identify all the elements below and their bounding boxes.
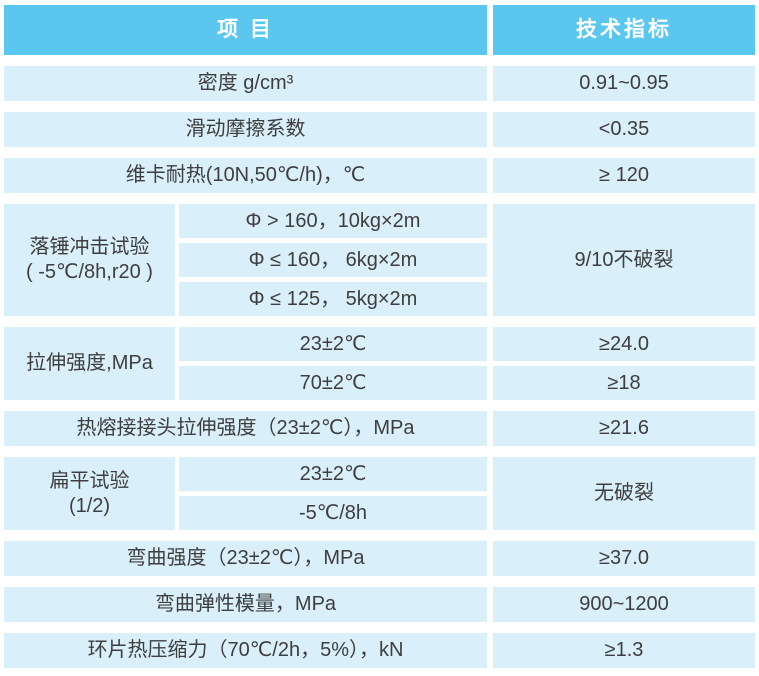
table-row: 密度 g/cm³ 0.91~0.95 [4, 66, 755, 101]
group-label-line: (1/2) [68, 494, 111, 517]
condition-label: -5℃/8h [298, 501, 368, 524]
condition-cells: 23±2℃ -5℃/8h [179, 457, 487, 530]
condition-cell: -5℃/8h [179, 496, 487, 530]
group-label-line: 落锤冲击试验 [29, 236, 150, 258]
condition-cells: 23±2℃ 70±2℃ [179, 327, 487, 400]
item-label: 弯曲强度（23±2℃），MPa [126, 547, 365, 569]
item-label: 环片热压缩力（70℃/2h，5%），kN [87, 639, 404, 661]
condition-cells: Φ > 160，10kg×2m Φ ≤ 160， 6kg×2m Φ ≤ 125，… [179, 204, 487, 316]
value-cell: 900~1200 [493, 587, 755, 622]
value-label: ≥37.0 [599, 547, 649, 569]
condition-label: Φ ≤ 125， 5kg×2m [248, 287, 418, 310]
group-label-line: 拉伸强度,MPa [26, 352, 153, 374]
value-label: 9/10不破裂 [574, 248, 674, 271]
table-row: 维卡耐热(10N,50℃/h)，℃ ≥ 120 [4, 158, 755, 193]
condition-cell: Φ ≤ 160， 6kg×2m [179, 243, 487, 277]
table-row: 环片热压缩力（70℃/2h，5%），kN ≥1.3 [4, 633, 755, 668]
value-label: ≥21.6 [599, 417, 649, 439]
group-label-cell: 扁平试验 (1/2) [4, 457, 175, 530]
item-cell: 密度 g/cm³ [4, 66, 487, 101]
item-label: 弯曲弹性模量，MPa [154, 593, 337, 615]
header-cell-item: 项 目 [4, 5, 487, 55]
value-label: 0.91~0.95 [579, 72, 669, 94]
header-cell-spec: 技术指标 [493, 5, 755, 55]
condition-label: Φ > 160，10kg×2m [245, 209, 421, 232]
value-cells: ≥24.0 ≥18 [493, 327, 755, 400]
value-label: 无破裂 [594, 482, 654, 504]
value-label: ≥24.0 [599, 332, 649, 355]
condition-cell: Φ ≤ 125， 5kg×2m [179, 282, 487, 316]
item-label: 滑动摩擦系数 [185, 118, 306, 140]
table-row-group: 扁平试验 (1/2) 23±2℃ -5℃/8h 无破裂 [4, 457, 755, 530]
value-label: ≥1.3 [604, 639, 644, 661]
condition-cell: Φ > 160，10kg×2m [179, 204, 487, 238]
header-spec-label: 技术指标 [576, 17, 672, 41]
item-cell: 滑动摩擦系数 [4, 112, 487, 147]
condition-label: 23±2℃ [299, 332, 367, 355]
value-cell: 无破裂 [493, 457, 755, 530]
value-cell: ≥24.0 [493, 327, 755, 361]
item-cell: 弯曲强度（23±2℃），MPa [4, 541, 487, 576]
table-row: 弯曲强度（23±2℃），MPa ≥37.0 [4, 541, 755, 576]
value-label: <0.35 [598, 118, 650, 140]
value-cell: ≥37.0 [493, 541, 755, 576]
item-cell: 维卡耐热(10N,50℃/h)，℃ [4, 158, 487, 193]
value-cell: ≥ 120 [493, 158, 755, 193]
group-label-line: ( -5℃/8h,r20 ) [26, 261, 153, 283]
value-cell: ≥21.6 [493, 411, 755, 446]
item-label: 维卡耐热(10N,50℃/h)，℃ [125, 164, 366, 186]
value-cell: 0.91~0.95 [493, 66, 755, 101]
table-row-group: 拉伸强度,MPa 23±2℃ 70±2℃ ≥24.0 ≥18 [4, 327, 755, 400]
item-cell: 弯曲弹性模量，MPa [4, 587, 487, 622]
group-label-line: 扁平试验 [49, 469, 130, 492]
value-cell: <0.35 [493, 112, 755, 147]
value-cell: ≥1.3 [493, 633, 755, 668]
group-label-cell: 拉伸强度,MPa [4, 327, 175, 400]
table-row: 弯曲弹性模量，MPa 900~1200 [4, 587, 755, 622]
condition-cell: 23±2℃ [179, 327, 487, 361]
table-row-group: 落锤冲击试验 ( -5℃/8h,r20 ) Φ > 160，10kg×2m Φ ≤… [4, 204, 755, 316]
table-row: 滑动摩擦系数 <0.35 [4, 112, 755, 147]
value-cell: ≥18 [493, 366, 755, 400]
header-item-label: 项 目 [217, 17, 274, 41]
table-row: 热熔接接头拉伸强度（23±2℃），MPa ≥21.6 [4, 411, 755, 446]
value-label: 900~1200 [579, 593, 669, 615]
value-label: ≥ 120 [599, 164, 649, 186]
group-label-cell: 落锤冲击试验 ( -5℃/8h,r20 ) [4, 204, 175, 316]
value-cell: 9/10不破裂 [493, 204, 755, 316]
condition-label: Φ ≤ 160， 6kg×2m [248, 248, 418, 271]
table-header-row: 项 目 技术指标 [4, 5, 755, 55]
condition-cell: 23±2℃ [179, 457, 487, 491]
item-cell: 环片热压缩力（70℃/2h，5%），kN [4, 633, 487, 668]
value-label: ≥18 [607, 371, 641, 394]
item-label: 密度 g/cm³ [197, 72, 294, 94]
condition-label: 23±2℃ [299, 462, 367, 485]
condition-cell: 70±2℃ [179, 366, 487, 400]
item-label: 热熔接接头拉伸强度（23±2℃），MPa [76, 417, 415, 439]
item-cell: 热熔接接头拉伸强度（23±2℃），MPa [4, 411, 487, 446]
condition-label: 70±2℃ [299, 371, 367, 394]
